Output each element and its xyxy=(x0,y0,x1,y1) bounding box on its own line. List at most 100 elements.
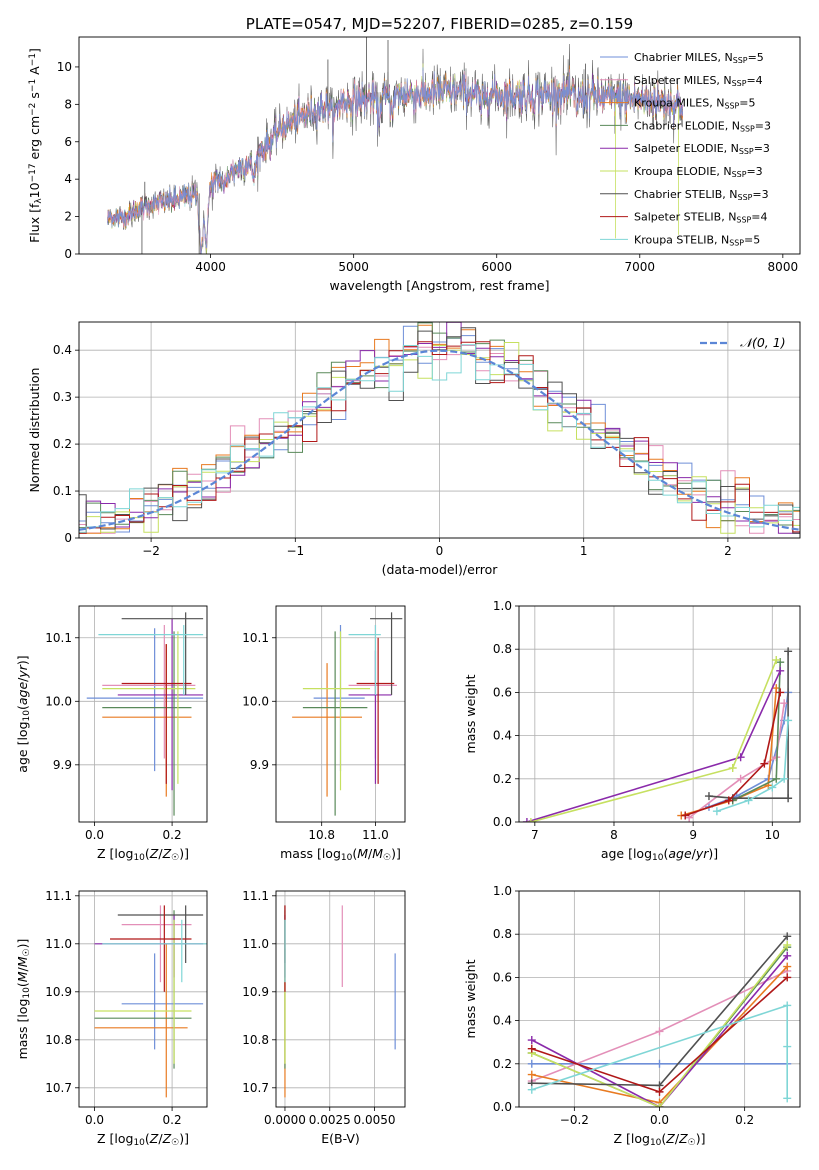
mass-weight-marker xyxy=(527,1085,536,1094)
y-axis-label: Normed distribution xyxy=(27,368,42,493)
y-tick-label: 0.2 xyxy=(493,772,512,786)
mw_vs_Z-plot-area xyxy=(527,932,792,1107)
x-axis-label: age [log10(age/yr)] xyxy=(601,846,718,863)
axes-frame xyxy=(78,890,208,1108)
x-axis-label: E(B-V) xyxy=(321,1131,360,1146)
mass-weight-marker xyxy=(780,774,789,783)
y-tick-label: 10 xyxy=(57,60,72,74)
y-tick-label: 0 xyxy=(64,531,72,545)
mass_vs_ebv-plot-area xyxy=(284,905,396,1098)
x-tick-label: 0.0000 xyxy=(264,1113,306,1127)
mw_vs_Z-axes: −0.2 0.0 0.2 0.0 0.2 0.4 0.6 0.8 1.0 Z [log10(Z/Z… xyxy=(463,884,801,1148)
legend-label: Kroupa MILES, NSSP=5 xyxy=(634,97,755,111)
y-tick-label: 0.0 xyxy=(493,815,512,829)
mass-weight-line xyxy=(681,688,778,817)
y-tick-label: 0.3 xyxy=(53,390,72,404)
mass-weight-marker xyxy=(736,774,745,783)
y-tick-label: 10.0 xyxy=(242,694,269,708)
mass_vs_Z-plot-area xyxy=(94,905,207,1098)
x-tick-label: 0.0050 xyxy=(354,1113,396,1127)
mass-weight-marker xyxy=(724,796,733,805)
x-tick-label: 0.0 xyxy=(650,1113,669,1127)
y-tick-label: 2 xyxy=(64,210,72,224)
spectrum-line xyxy=(107,67,683,254)
axes-frame xyxy=(78,605,208,823)
y-axis-label: mass weight xyxy=(463,674,478,753)
x-tick-label: 9 xyxy=(689,828,697,842)
mass-weight-marker xyxy=(768,783,777,792)
histogram-step xyxy=(79,322,800,529)
x-tick-label: 8000 xyxy=(768,260,799,274)
y-tick-label: 10.7 xyxy=(45,1081,72,1095)
y-tick-label: 6 xyxy=(64,135,72,149)
mass-weight-marker xyxy=(783,951,792,960)
x-tick-label: 10.8 xyxy=(308,828,335,842)
y-axis-label: mass [log10(M/M☉)] xyxy=(15,939,32,1060)
mass-weight-marker xyxy=(783,1001,792,1010)
residual-axes: −2 −1 0 1 2 0 0.1 0.2 0.3 0.4 (data-model)/error No… xyxy=(27,321,801,577)
mass-weight-marker xyxy=(527,1059,536,1068)
histogram-step xyxy=(79,325,800,534)
axes-frame xyxy=(78,321,801,539)
y-tick-label: 0.8 xyxy=(493,927,512,941)
age_vs_mass-axes: 10.8 11.0 9.9 10.0 10.1 mass [log10(M/M☉)] xyxy=(242,605,406,863)
legend: Chabrier MILES, NSSP=5 Salpeter MILES, NS… xyxy=(600,51,771,247)
y-tick-label: 10.1 xyxy=(242,631,269,645)
x-tick-label: 0.2 xyxy=(163,1113,182,1127)
mw_vs_age-axes: 7 8 9 10 0.0 0.2 0.4 0.6 0.8 1.0 age [log10(age/yr… xyxy=(463,599,801,863)
mass-weight-marker xyxy=(784,794,793,803)
y-tick-label: 4 xyxy=(64,172,72,186)
y-tick-label: 0.8 xyxy=(493,642,512,656)
x-axis-label: wavelength [Angstrom, rest frame] xyxy=(329,278,549,293)
mass-weight-marker xyxy=(760,759,769,768)
mass_vs_ebv-axes: 0.0000 0.0025 0.0050 10.7 10.8 10.9 11.0 11.1 E(… xyxy=(242,889,406,1146)
mass-weight-line xyxy=(684,692,781,817)
x-tick-label: −1 xyxy=(286,544,304,558)
mass-weight-marker xyxy=(776,666,785,675)
mass-weight-marker xyxy=(772,656,781,664)
age_vs_mass-plot-area xyxy=(292,612,403,816)
mass-weight-marker xyxy=(783,962,792,971)
axes-frame xyxy=(518,605,801,823)
mass-weight-marker xyxy=(655,1027,664,1036)
mass-weight-marker xyxy=(527,1044,536,1053)
axes-frame xyxy=(518,890,801,1108)
mass-weight-marker xyxy=(736,753,745,762)
y-tick-label: 10.1 xyxy=(45,631,72,645)
mw_vs_age-plot-area xyxy=(522,647,793,822)
age_vs_Z-plot-area xyxy=(86,612,204,816)
normal-curve xyxy=(79,349,800,531)
x-axis-label: (data-model)/error xyxy=(382,562,499,577)
y-tick-label: 0.2 xyxy=(53,437,72,451)
x-tick-label: 7000 xyxy=(625,260,656,274)
y-tick-label: 10.7 xyxy=(242,1081,269,1095)
mass_vs_Z-axes: 0.0 0.2 10.7 10.8 10.9 11.0 11.1 Z [log10(Z/Z☉)… xyxy=(15,889,208,1148)
mass-weight-line xyxy=(688,703,785,819)
x-axis-label: mass [log10(M/M☉)] xyxy=(280,846,401,863)
y-tick-label: 10.8 xyxy=(242,1033,269,1047)
mass-weight-marker xyxy=(527,1070,536,1079)
mass-weight-line xyxy=(531,944,788,1107)
x-tick-label: 0.0025 xyxy=(309,1113,351,1127)
x-axis-label: Z [log10(Z/Z☉)] xyxy=(97,846,189,863)
y-tick-label: 9.9 xyxy=(250,758,269,772)
mass-weight-marker xyxy=(655,1087,664,1096)
y-tick-label: 11.0 xyxy=(242,937,269,951)
legend-label: Salpeter ELODIE, NSSP=3 xyxy=(634,142,770,156)
legend-label: 𝒩(0, 1) xyxy=(740,335,786,350)
histogram-step xyxy=(79,327,800,534)
axes-frame xyxy=(275,890,406,1108)
x-tick-label: −0.2 xyxy=(560,1113,589,1127)
y-tick-label: 10.8 xyxy=(45,1033,72,1047)
chart-title: PLATE=0547, MJD=52207, FIBERID=0285, z=0… xyxy=(246,15,633,33)
mass-weight-marker xyxy=(704,792,713,801)
y-tick-label: 9.9 xyxy=(53,758,72,772)
spectrum-line xyxy=(107,43,683,254)
y-tick-label: 1.0 xyxy=(493,884,512,898)
x-axis-label: Z [log10(Z/Z☉)] xyxy=(97,1131,189,1148)
x-tick-label: 0.0 xyxy=(85,1113,104,1127)
x-tick-label: 8 xyxy=(610,828,618,842)
y-tick-label: 11.0 xyxy=(45,937,72,951)
histogram-step xyxy=(79,342,800,534)
mass-weight-marker xyxy=(522,818,531,822)
